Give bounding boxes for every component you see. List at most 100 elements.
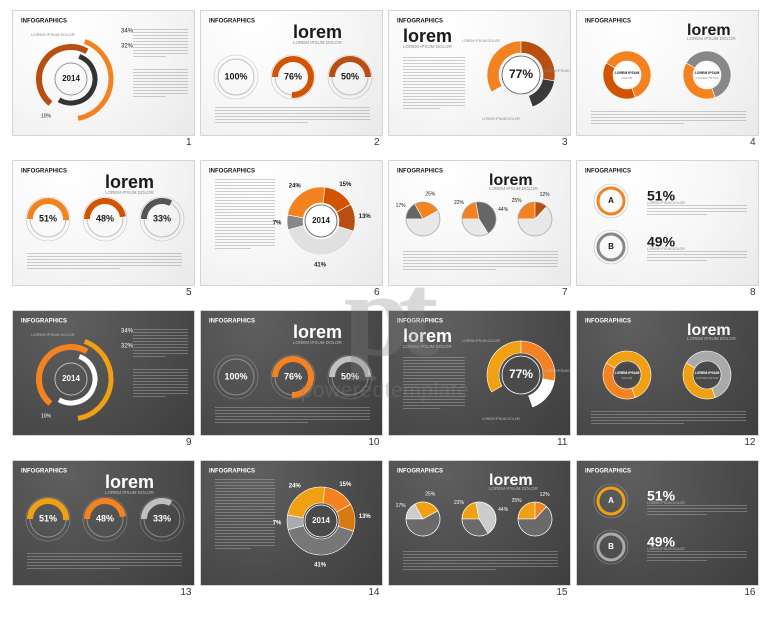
svg-text:A: A [608,496,614,505]
svg-text:LOREM IPSUM DOLOR: LOREM IPSUM DOLOR [687,36,737,41]
slide-number: 5 [186,287,192,298]
svg-text:INFOGRAPHICS: INFOGRAPHICS [585,169,631,175]
svg-text:41%: 41% [314,563,327,569]
slide-thumbnail[interactable]: INFOGRAPHICS7%24%15%13%41%2014 [200,460,383,586]
svg-text:51%: 51% [38,213,56,223]
svg-text:B: B [608,242,614,251]
slide-cell: INFOGRAPHICSloremLOREM IPSUM DOLOR77%LOR… [388,10,571,148]
svg-text:51%: 51% [38,513,56,523]
svg-text:2014: 2014 [62,74,80,83]
svg-text:24%: 24% [288,183,301,189]
svg-text:LOREM IPSUM DOLOR: LOREM IPSUM DOLOR [293,340,343,345]
slide-thumbnail[interactable]: INFOGRAPHICSloremLOREM IPSUM DOLOR77%LOR… [388,10,571,136]
svg-text:17%: 17% [395,503,406,509]
svg-text:LOREM IPSUM DOLOR: LOREM IPSUM DOLOR [482,117,520,121]
svg-text:LOREM IPSUM DOLOR: LOREM IPSUM DOLOR [647,501,685,505]
slide-number: 12 [744,437,755,448]
svg-text:LOREM IPSUM DOLOR: LOREM IPSUM DOLOR [647,547,685,551]
slide-number: 6 [374,287,380,298]
slide-thumbnail[interactable]: INFOGRAPHICSloremLOREM IPSUM DOLORLOREM … [576,10,759,136]
slide-thumbnail[interactable]: INFOGRAPHICSA51%LOREM IPSUM DOLORB49%LOR… [576,160,759,286]
svg-text:B: B [608,542,614,551]
svg-text:33%: 33% [152,213,170,223]
svg-text:LOREM IPSUM: LOREM IPSUM [694,371,719,375]
svg-text:76%: 76% [283,71,301,81]
slide-number: 13 [180,587,191,598]
slide-cell: INFOGRAPHICSloremLOREM IPSUM DOLOR100%76… [200,10,383,148]
svg-text:12%: 12% [539,192,550,198]
svg-text:INFOGRAPHICS: INFOGRAPHICS [21,169,67,175]
svg-text:INFOGRAPHICS: INFOGRAPHICS [585,469,631,475]
slide-cell: INFOGRAPHICSA51%LOREM IPSUM DOLORB49%LOR… [576,160,759,298]
slide-cell: INFOGRAPHICS201434%32%10%LOREM IPSUM DOL… [12,10,195,148]
svg-text:INFOGRAPHICS: INFOGRAPHICS [209,169,255,175]
slide-thumbnail[interactable]: INFOGRAPHICSloremLOREM IPSUM DOLOR100%76… [200,10,383,136]
svg-text:77%: 77% [508,67,532,81]
svg-text:lorem: lorem [293,322,342,342]
svg-text:48%: 48% [95,513,113,523]
svg-text:LOREM IPSUM DOLOR: LOREM IPSUM DOLOR [647,201,685,205]
slide-thumbnail[interactable]: INFOGRAPHICSloremLOREM IPSUM DOLOR51%48%… [12,460,195,586]
slide-cell: INFOGRAPHICSloremLOREM IPSUM DOLOR100%76… [200,310,383,448]
svg-text:LOREM IPSUM DOLOR: LOREM IPSUM DOLOR [647,247,685,251]
svg-text:25%: 25% [511,198,522,204]
svg-text:7%: 7% [272,220,281,226]
svg-text:100%: 100% [224,71,247,81]
slide-cell: INFOGRAPHICS201434%32%10%LOREM IPSUM DOL… [12,310,195,448]
svg-text:2014: 2014 [312,516,330,525]
slide-cell: INFOGRAPHICS7%24%15%13%41%201414 [200,460,383,598]
svg-text:INFOGRAPHICS: INFOGRAPHICS [397,169,443,175]
slide-thumbnail[interactable]: INFOGRAPHICSloremLOREM IPSUM DOLOR100%76… [200,310,383,436]
slide-cell: INFOGRAPHICSloremLOREM IPSUM DOLOR77%LOR… [388,310,571,448]
svg-text:INFOGRAPHICS: INFOGRAPHICS [397,19,443,25]
slide-cell: INFOGRAPHICSloremLOREM IPSUM DOLOR51%48%… [12,160,195,298]
svg-text:LOREM IPSUM: LOREM IPSUM [614,371,639,375]
svg-text:100%: 100% [224,371,247,381]
template-gallery: INFOGRAPHICS201434%32%10%LOREM IPSUM DOL… [0,0,770,630]
slide-number: 11 [557,437,567,448]
svg-text:32%: 32% [121,344,134,350]
slide-number: 15 [556,587,567,598]
slide-number: 1 [186,137,192,148]
svg-text:INFOGRAPHICS: INFOGRAPHICS [585,319,631,325]
svg-text:34%: 34% [121,29,134,35]
svg-text:INFOGRAPHICS: INFOGRAPHICS [397,469,443,475]
slide-thumbnail[interactable]: INFOGRAPHICS201434%32%10%LOREM IPSUM DOL… [12,10,195,136]
svg-text:LOREM IPSUM DOLOR: LOREM IPSUM DOLOR [293,40,343,45]
svg-text:15%: 15% [339,482,352,488]
svg-text:LOREM IPSUM DOLOR: LOREM IPSUM DOLOR [31,32,74,37]
slide-number: 9 [186,437,192,448]
svg-text:INFOGRAPHICS: INFOGRAPHICS [209,469,255,475]
slide-cell: INFOGRAPHICSloremLOREM IPSUM DOLORLOREM … [576,10,759,148]
slide-thumbnail[interactable]: INFOGRAPHICSloremLOREM IPSUM DOLORLOREM … [576,310,759,436]
slide-thumbnail[interactable]: INFOGRAPHICSloremLOREM IPSUM DOLOR77%LOR… [388,310,571,436]
slide-thumbnail[interactable]: INFOGRAPHICS201434%32%10%LOREM IPSUM DOL… [12,310,195,436]
slide-number: 7 [562,287,568,298]
svg-text:LOREM IPSUM DOLOR: LOREM IPSUM DOLOR [687,336,737,341]
svg-text:44%: 44% [498,507,509,513]
svg-text:2014: 2014 [62,374,80,383]
svg-text:LOREM IPSUM DOLOR: LOREM IPSUM DOLOR [462,39,500,43]
slide-thumbnail[interactable]: INFOGRAPHICSloremLOREM IPSUM DOLOR17%25%… [388,460,571,586]
slide-number: 4 [750,137,756,148]
svg-text:LOREM IPSUM: LOREM IPSUM [694,71,719,75]
svg-text:INFOGRAPHICS: INFOGRAPHICS [21,469,67,475]
svg-text:LOREM IPSUM DOLOR: LOREM IPSUM DOLOR [105,190,155,195]
slide-thumbnail[interactable]: INFOGRAPHICSloremLOREM IPSUM DOLOR17%25%… [388,160,571,286]
svg-text:INFOGRAPHICS: INFOGRAPHICS [21,19,67,25]
slide-grid: INFOGRAPHICS201434%32%10%LOREM IPSUM DOL… [12,10,758,598]
svg-text:44%: 44% [498,207,509,213]
slide-cell: INFOGRAPHICSloremLOREM IPSUM DOLOR17%25%… [388,460,571,598]
slide-number: 8 [750,287,756,298]
svg-text:50%: 50% [340,71,358,81]
slide-thumbnail[interactable]: INFOGRAPHICSA51%LOREM IPSUM DOLORB49%LOR… [576,460,759,586]
svg-text:LOREM IPSUM DOLOR: LOREM IPSUM DOLOR [544,69,571,73]
svg-text:24%: 24% [288,483,301,489]
slide-number: 3 [562,137,568,148]
slide-thumbnail[interactable]: INFOGRAPHICSloremLOREM IPSUM DOLOR51%48%… [12,160,195,286]
svg-text:INFOGRAPHICS: INFOGRAPHICS [397,319,443,325]
svg-text:32%: 32% [121,44,134,50]
slide-thumbnail[interactable]: INFOGRAPHICS7%24%15%13%41%2014 [200,160,383,286]
svg-text:A: A [608,196,614,205]
slide-cell: INFOGRAPHICSloremLOREM IPSUM DOLORLOREM … [576,310,759,448]
